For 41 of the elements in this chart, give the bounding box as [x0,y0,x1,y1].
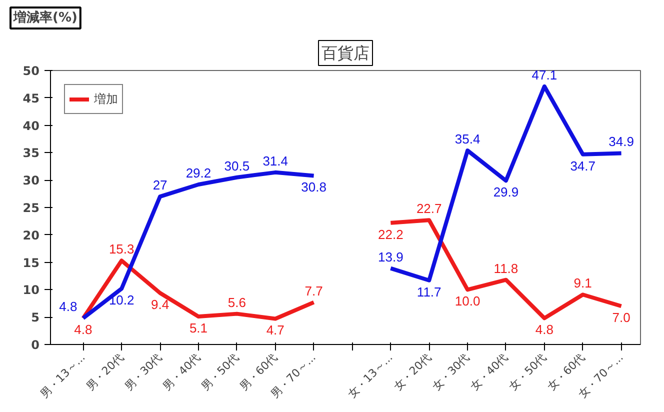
data-label: 5.6 [228,294,246,310]
y-tick-label: 45 [22,91,40,106]
legend-label: 増加 [94,90,118,108]
data-label: 4.8 [59,299,78,314]
data-label: 22.7 [416,201,442,216]
chart-title: 百貨店 [322,44,370,62]
data-label: 34.9 [608,134,634,150]
y-axis-title: 増減率(%) [12,10,78,26]
data-label: 31.4 [262,153,288,168]
data-label: 5.1 [189,320,208,336]
data-label: 15.3 [108,242,134,257]
data-label: 13.9 [378,249,404,264]
data-label: 27 [152,178,168,193]
data-label: 30.5 [224,158,250,174]
y-tick-label: 15 [22,256,40,270]
data-label: 35.4 [454,132,480,147]
data-label: 30.8 [301,180,326,195]
data-label: 9.4 [151,296,170,312]
data-label: 34.7 [570,158,596,174]
y-tick-label: 5 [31,310,40,325]
y-tick-label: 40 [22,118,40,133]
y-tick-label: 20 [22,228,40,242]
data-label: 4.7 [266,322,284,338]
data-label: 11.7 [416,284,442,300]
data-label: 7.0 [612,310,630,326]
data-label: 4.8 [535,322,554,338]
data-label: 29.9 [493,184,519,200]
y-tick-label: 10 [22,283,40,298]
data-label: 9.1 [574,276,592,291]
data-label: 47.1 [532,67,558,82]
data-label: 10.0 [454,294,480,309]
data-label: 22.2 [378,226,404,242]
y-tick-label: 35 [22,146,40,160]
data-label: 7.7 [304,283,323,298]
data-label: 11.8 [494,260,518,276]
y-tick-label: 0 [31,338,40,352]
data-label: 29.2 [186,165,212,180]
data-label: 4.8 [74,322,92,338]
y-tick-label: 30 [22,174,40,188]
y-tick-label: 25 [22,201,40,215]
y-tick-label: 50 [22,64,40,78]
